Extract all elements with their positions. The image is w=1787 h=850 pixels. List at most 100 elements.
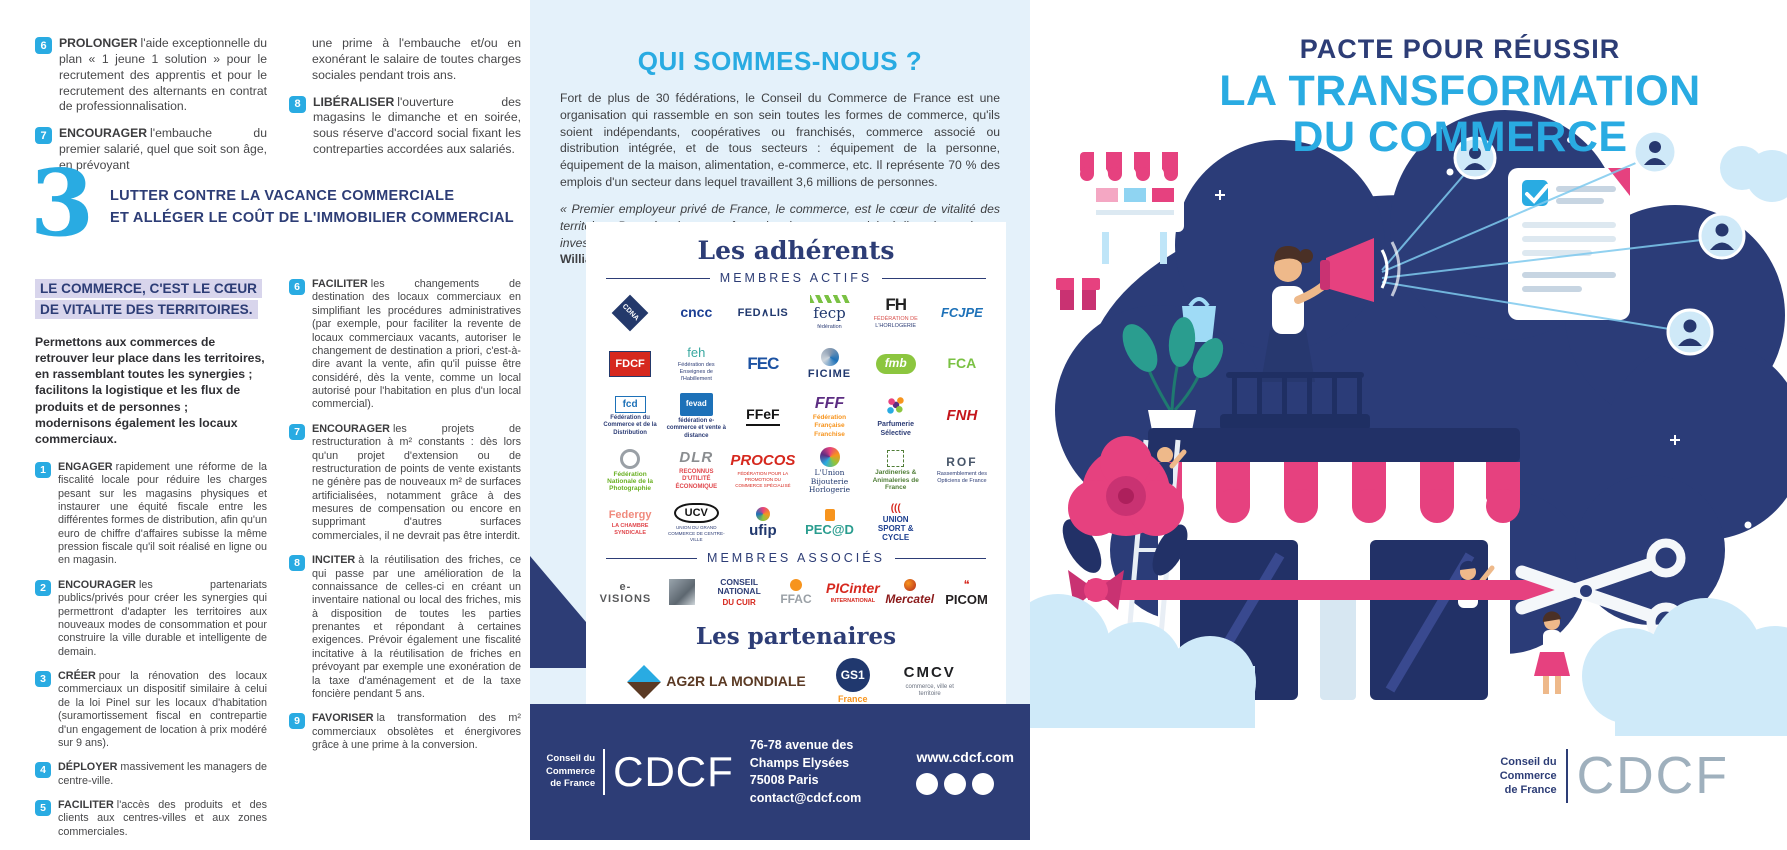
item-number-badge: 2 (35, 579, 51, 596)
member-logo: FEC (747, 353, 779, 373)
member-logo: DLR RECONNUS D'UTILITÉ ÉCONOMIQUE (675, 449, 718, 490)
numbered-item: 1 ENGAGER rapidement une réforme de la fi… (35, 461, 267, 568)
item-text: ENCOURAGER les partenariats publics/privé… (58, 578, 267, 658)
item-text: une prime à l'embauche et/ou en exonéran… (312, 36, 521, 82)
associate-members-grid: e-VISIONS CONSEIL NATIONAL DU CUIR FFAC … (598, 571, 994, 615)
item-number-badge: 6 (289, 279, 305, 295)
item-text: LIBÉRALISER l'ouverture des magasins le d… (313, 94, 521, 157)
partner-logo: AG2R LA MONDIALE (632, 660, 805, 704)
item-number-badge: 6 (35, 37, 52, 54)
social-icons (916, 773, 1014, 795)
cdcf-logo: Conseil du Commerce de France CDCF (546, 748, 734, 796)
page-title: QUI SOMMES-NOUS ? (637, 46, 923, 76)
cover-title-line-3: DU COMMERCE (1292, 112, 1628, 161)
item-text: FACILITER les changements de destination … (312, 278, 521, 411)
member-logo: fevad fédération e-commerce et vente à d… (664, 393, 728, 440)
ribbon (1068, 570, 1558, 610)
numbered-item: 3 CRÉER pour la rénovation des locaux com… (35, 670, 267, 750)
member-logo: FCA (947, 355, 977, 372)
item-number-badge: 9 (289, 713, 305, 730)
item-text: ENCOURAGER les projets de restructuration… (312, 422, 521, 542)
flower-icon (1062, 436, 1188, 576)
item-text: INCITER à la réutilisation des friches, c… (312, 554, 521, 700)
numbered-item: 6 PROLONGER l'aide exceptionnelle du plan… (35, 36, 267, 115)
avatar-icon (1453, 129, 1746, 356)
logo-divider-bar (1565, 749, 1568, 803)
numbered-item: 7 ENCOURAGER l'embauche du premier salari… (35, 126, 267, 174)
cdcf-org-name: Conseil du Commerce de France (1499, 755, 1557, 797)
gift-icon (1056, 278, 1100, 310)
left-panel: 6 PROLONGER l'aide exceptionnelle du plan… (0, 0, 530, 840)
numbered-item: une prime à l'embauche et/ou en exonéran… (289, 36, 521, 84)
transformation-illustration (1030, 110, 1787, 752)
member-logo: e-VISIONS (599, 580, 652, 606)
item-number-badge: 4 (35, 762, 51, 779)
item-text: FAVORISER la transformation des m² commer… (312, 712, 521, 751)
divider-line (606, 557, 698, 559)
section-3-col-1: LE COMMERCE, C'EST LE CŒUR DE VITALITE D… (35, 278, 267, 850)
megaphone-icon (1320, 238, 1401, 302)
intro-paragraph: Permettons aux commerces de retrouver le… (35, 335, 265, 446)
cover-title-line-2: LA TRANSFORMATION (1219, 67, 1701, 115)
member-logo: FCJPE (940, 304, 983, 320)
item-text: DÉPLOYER massivement les managers de cent… (58, 761, 267, 787)
items-1-5: 1 ENGAGER rapidement une réforme de la fi… (35, 461, 267, 839)
numbered-item: 6 FACILITER les changements de destinatio… (289, 278, 521, 412)
item-number-badge: 3 (35, 671, 51, 688)
adherents-title: Les adhérents (697, 236, 895, 265)
item-text: FACILITER l'accès des produits et des cli… (58, 799, 267, 838)
member-logo: FICIME (797, 342, 861, 386)
logo-divider-bar (603, 749, 606, 795)
section-3-col-2: 6 FACILITER les changements de destinatio… (289, 278, 521, 850)
member-logo: ufip (730, 501, 795, 545)
item-number-badge: 8 (289, 95, 306, 113)
section-title: LUTTER CONTRE LA VACANCE COMMERCIALE ET … (110, 188, 514, 226)
top-col-1: 6 PROLONGER l'aide exceptionnelle du plan… (35, 36, 267, 185)
member-logo: FFeF (730, 393, 795, 440)
clouds (1030, 146, 1787, 736)
about-paragraph: Fort de plus de 30 fédérations, le Conse… (560, 91, 1000, 190)
member-logo: Federgy LA CHAMBRE SYNDICALE (608, 509, 652, 537)
website-link[interactable]: www.cdcf.com (916, 749, 1014, 765)
member-logo: cncc (680, 304, 713, 321)
member-logo: UNION SPORT & CYCLE (864, 501, 928, 545)
active-members-label: MEMBRES ACTIFS (719, 271, 873, 285)
section-3-body: LE COMMERCE, C'EST LE CŒUR DE VITALITE D… (35, 278, 521, 850)
member-logo: L'Union Bijouterie Horlogerie (797, 447, 861, 494)
section-number: 3 (30, 149, 95, 257)
member-logo: PEC@D (797, 501, 861, 545)
associate-members-label: MEMBRES ASSOCIÉS (707, 551, 885, 566)
cover-panel: PACTE POUR RÉUSSIR LA TRANSFORMATION DU … (1030, 0, 1787, 840)
item-text: ENGAGER rapidement une réforme de la fisc… (58, 460, 267, 567)
twitter-icon[interactable] (944, 773, 967, 795)
numbered-item: 2 ENCOURAGER les partenariats publics/pri… (35, 579, 267, 659)
address-block: 76-78 avenue des Champs Elysées 75008 Pa… (750, 737, 901, 807)
numbered-item: 8 INCITER à la réutilisation des friches,… (289, 554, 521, 701)
member-logo: CONSEIL NATIONAL DU CUIR (717, 576, 761, 608)
document-icon (1508, 168, 1630, 320)
divider-line (606, 277, 710, 279)
striped-awning (1148, 462, 1520, 523)
facebook-icon[interactable] (916, 773, 939, 795)
contact-email[interactable]: contact@cdcf.com (749, 790, 862, 805)
active-members-grid: CDNA cncc FED∧LIS fecp fédération FH L'H… (598, 291, 994, 545)
partner-logo: GS1 France (835, 658, 870, 705)
member-logo: PICOM (939, 571, 994, 615)
highlight-heading: LE COMMERCE, C'EST LE CŒUR DE VITALITE D… (35, 278, 267, 320)
member-logo: Fédération Nationale de la Photographie (598, 447, 662, 494)
numbered-item: 4 DÉPLOYER massivement les managers de ce… (35, 761, 267, 788)
member-logo: UCV UNION DU GRAND COMMERCE DE CENTRE-VI… (664, 501, 728, 545)
member-logo: ROF Rassemblement des Opticiens de Franc… (936, 455, 987, 485)
member-logo: Mercatel (882, 571, 937, 615)
item-number-badge: 1 (35, 461, 51, 478)
cover-title-line-1: PACTE POUR RÉUSSIR (1299, 34, 1621, 64)
associate-members-divider: MEMBRES ASSOCIÉS (606, 551, 986, 565)
member-logo: PROCOS FÉDÉRATION POUR LA PROMOTION DU C… (730, 451, 796, 488)
linkedin-icon[interactable] (972, 773, 995, 795)
middle-panel: QUI SOMMES-NOUS ? Fort de plus de 30 féd… (530, 0, 1030, 840)
partners-title: Les partenaires (695, 623, 897, 651)
divider-line (882, 277, 986, 279)
member-logo: FNH (946, 407, 978, 425)
cdcf-org-name: Conseil du Commerce de France (546, 753, 596, 790)
member-logo: FDCF (598, 342, 662, 386)
